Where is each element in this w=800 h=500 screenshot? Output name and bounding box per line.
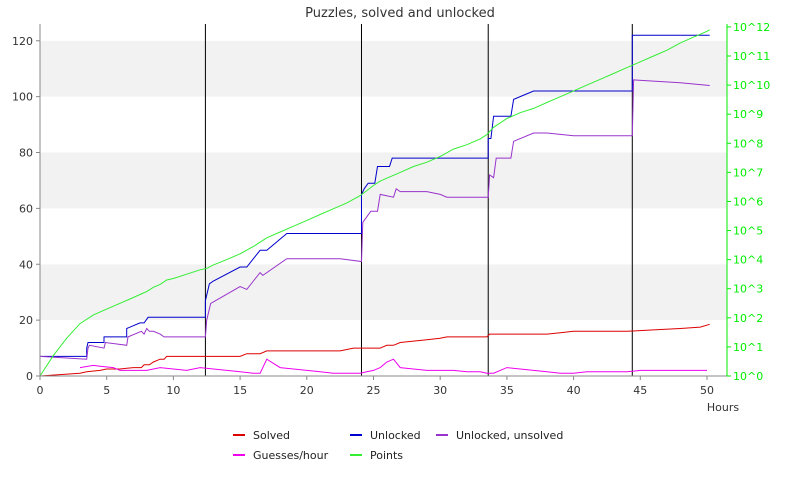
x-axis-label: Hours — [707, 401, 739, 414]
y2-tick-label: 10^4 — [733, 254, 763, 267]
legend-label: Unlocked, unsolved — [456, 429, 563, 442]
x-tick-label: 30 — [433, 384, 447, 397]
grid-band — [40, 96, 727, 153]
y2-tick-label: 10^7 — [733, 166, 763, 179]
x-tick-labels: 0 5 10 15 20 25 30 35 40 45 50 — [37, 376, 714, 397]
legend-label: Guesses/hour — [253, 449, 329, 462]
series-line-points — [39, 29, 710, 377]
y-tick-label: 20 — [19, 314, 33, 327]
y-tick-label: 80 — [19, 147, 33, 160]
x-tick-label: 50 — [700, 384, 714, 397]
grid-band — [40, 40, 727, 97]
x-tick-label: 25 — [366, 384, 380, 397]
x-tick-label: 20 — [300, 384, 314, 397]
grid-band — [40, 320, 727, 376]
grid-band — [40, 24, 727, 41]
legend-label: Unlocked — [370, 429, 421, 442]
y-tick-label: 0 — [26, 370, 33, 383]
series-line-solved — [39, 323, 710, 377]
y-tick-label: 120 — [12, 35, 33, 48]
grid-bands — [40, 24, 727, 376]
grid-band — [40, 264, 727, 321]
y-tick-label: 40 — [19, 258, 33, 271]
chart-title: Puzzles, solved and unlocked — [305, 6, 495, 21]
x-tick-label: 5 — [103, 384, 110, 397]
grid-band — [40, 208, 727, 265]
y2-tick-labels: 10^0 10^1 10^2 10^3 10^4 10^5 10^6 10^7 10^8 10^9… — [727, 21, 770, 383]
x-tick-label: 40 — [567, 384, 581, 397]
x-tick-label: 45 — [633, 384, 647, 397]
y2-tick-label: 10^0 — [733, 370, 763, 383]
y2-tick-label: 10^8 — [733, 137, 763, 150]
series-line-unlocked-unsolved — [39, 79, 710, 360]
series-lines — [39, 29, 710, 377]
y2-tick-label: 10^3 — [733, 283, 763, 296]
y2-tick-label: 10^1 — [733, 341, 763, 354]
y2-tick-label: 10^10 — [733, 79, 770, 92]
y2-tick-label: 10^6 — [733, 195, 763, 208]
y-tick-label: 100 — [12, 91, 33, 104]
grid-band — [40, 152, 727, 209]
x-tick-label: 0 — [37, 384, 44, 397]
x-tick-label: 10 — [166, 384, 180, 397]
y2-tick-label: 10^2 — [733, 312, 763, 325]
y2-tick-label: 10^11 — [733, 50, 770, 63]
legend-label: Solved — [253, 429, 290, 442]
x-tick-label: 35 — [500, 384, 514, 397]
y-tick-labels: 0 20 40 60 80 100 120 — [12, 35, 40, 383]
y-tick-label: 60 — [19, 202, 33, 215]
series-line-guesses-hour — [79, 358, 707, 374]
y2-tick-label: 10^5 — [733, 225, 763, 238]
y2-tick-label: 10^12 — [733, 21, 770, 34]
x-tick-label: 15 — [233, 384, 247, 397]
y2-tick-label: 10^9 — [733, 108, 763, 121]
series-line-unlocked — [40, 34, 710, 357]
legend-label: Points — [370, 449, 403, 462]
legend: Solved Unlocked Unlocked, unsolved Guesses/… — [233, 429, 563, 462]
